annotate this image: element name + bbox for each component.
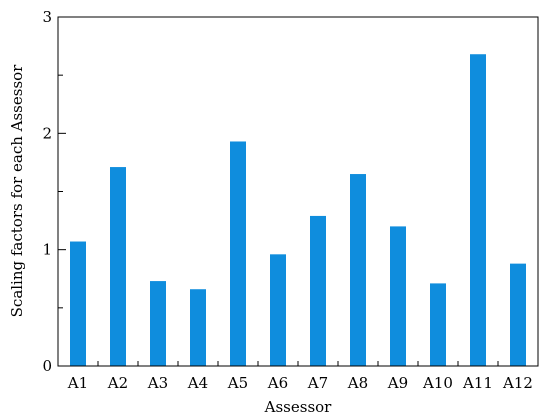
x-tick-label-a3: A3 xyxy=(147,374,168,392)
bar-a4 xyxy=(190,289,206,366)
plot-frame xyxy=(57,16,539,367)
x-tick-label-a10: A10 xyxy=(422,374,453,392)
bar-a1 xyxy=(70,241,86,366)
x-tick-label-a11: A11 xyxy=(462,374,493,392)
bar-a10 xyxy=(430,283,446,366)
x-tick-label-a7: A7 xyxy=(307,374,328,392)
bar-a9 xyxy=(390,226,406,366)
x-tick-label-a9: A9 xyxy=(387,374,408,392)
bars-group xyxy=(70,54,526,366)
bar-a11 xyxy=(470,54,486,366)
y-tick-label: 0 xyxy=(42,357,52,375)
bar-a6 xyxy=(270,254,286,366)
y-tick-label: 1 xyxy=(42,241,52,259)
x-tick-label-a8: A8 xyxy=(347,374,368,392)
x-tick-label-a1: A1 xyxy=(67,374,88,392)
x-tick-label-a12: A12 xyxy=(502,374,533,392)
bar-a12 xyxy=(510,263,526,366)
y-tick-label: 2 xyxy=(42,124,52,142)
x-axis-title: Assessor xyxy=(264,398,333,416)
x-tick-label-a4: A4 xyxy=(187,374,208,392)
bar-a7 xyxy=(310,215,326,366)
y-axis-ticks: 0 1 2 3 xyxy=(42,8,66,375)
y-tick-label: 3 xyxy=(42,8,52,26)
bar-a8 xyxy=(350,174,366,366)
x-tick-label-a5: A5 xyxy=(227,374,248,392)
y-axis-title: Scaling factors for each Assessor xyxy=(8,64,26,318)
bar-a2 xyxy=(110,167,126,366)
bar-a5 xyxy=(230,141,246,366)
bar-a3 xyxy=(150,281,166,366)
x-tick-label-a2: A2 xyxy=(107,374,128,392)
x-tick-label-a6: A6 xyxy=(267,374,288,392)
x-axis-ticks: A1 A2 A3 A4 A5 A6 A7 A8 A9 A10 A11 A12 xyxy=(67,361,533,392)
